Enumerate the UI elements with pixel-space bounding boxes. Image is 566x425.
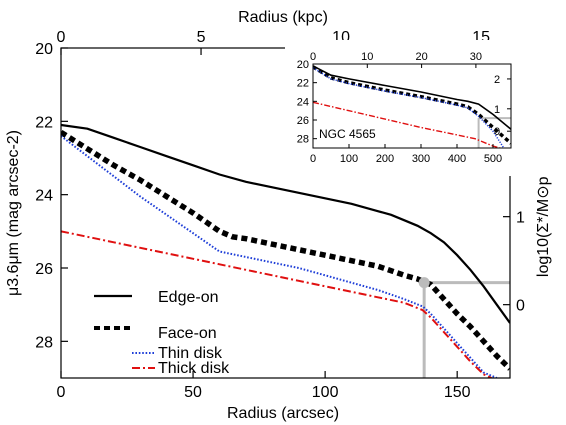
inset-y-tick-label: 24 (297, 96, 309, 108)
inset-galaxy-label: NGC 4565 (319, 127, 376, 141)
inset-x-tick-label: 100 (340, 153, 358, 165)
marker-point (418, 277, 430, 289)
x2-axis-title: Radius (kpc) (238, 9, 328, 26)
inset-x2-tick-label: 0 (310, 51, 316, 63)
y2-tick-label: 1 (516, 210, 525, 227)
x2-tick-label: 5 (197, 29, 206, 46)
y-tick-label: 28 (35, 334, 53, 351)
y-tick-label: 24 (35, 188, 53, 205)
inset-y-tick-label: 26 (297, 115, 309, 127)
y-tick-label: 20 (35, 41, 53, 58)
y-axis-title: μ3.6μm (mag arcsec-2) (5, 130, 22, 296)
inset-x-tick-label: 300 (412, 153, 430, 165)
x2-tick-label: 0 (57, 29, 66, 46)
inset-y2-tick-label: 1 (494, 104, 500, 116)
inset-x-tick-label: 400 (448, 153, 466, 165)
inset-series-line (313, 101, 501, 148)
y2-axis-title: log10(Σ*/M⊙pc-2) (535, 149, 552, 277)
series-line-edge-on (61, 123, 510, 324)
x-tick-label: 0 (57, 384, 66, 401)
inset-x-tick-label: 500 (484, 153, 502, 165)
inset-y-tick-label: 20 (297, 59, 309, 71)
series-line-thick-disk (61, 230, 492, 378)
x-tick-label: 150 (444, 384, 471, 401)
x-tick-label: 50 (184, 384, 202, 401)
inset-x2-tick-label: 10 (361, 51, 373, 63)
x-axis-title: Radius (arcsec) (227, 405, 339, 422)
inset-x2-tick-label: 20 (415, 51, 427, 63)
inset-background (285, 40, 555, 176)
series-line-thin-disk (61, 135, 498, 378)
inset-frame (312, 63, 512, 149)
series-line-face-on (61, 129, 510, 371)
legend-label: Edge-on (158, 289, 219, 306)
inset-y2-tick-label: 2 (494, 74, 500, 86)
inset-series-line (313, 65, 511, 145)
inset-x-tick-label: 200 (376, 153, 394, 165)
main-plot: 0501001500510152022242628210Edge-onFace-… (35, 29, 525, 401)
inset-y2-tick-label: 0 (494, 126, 500, 138)
legend-label: Thick disk (158, 360, 230, 377)
legend-label: Thin disk (158, 345, 223, 362)
inset-y-tick-label: 28 (297, 134, 309, 146)
x-tick-label: 100 (312, 384, 339, 401)
inset-series-line (313, 65, 511, 130)
inset-x2-tick-label: 30 (470, 51, 482, 63)
legend-label: Face-on (158, 325, 217, 342)
inset-y-tick-label: 22 (297, 78, 309, 90)
y2-tick-label: 0 (516, 298, 525, 315)
y-tick-label: 26 (35, 261, 53, 278)
inset-series-line (313, 67, 505, 148)
y-tick-label: 22 (35, 114, 53, 131)
inset-x-tick-label: 0 (310, 153, 316, 165)
